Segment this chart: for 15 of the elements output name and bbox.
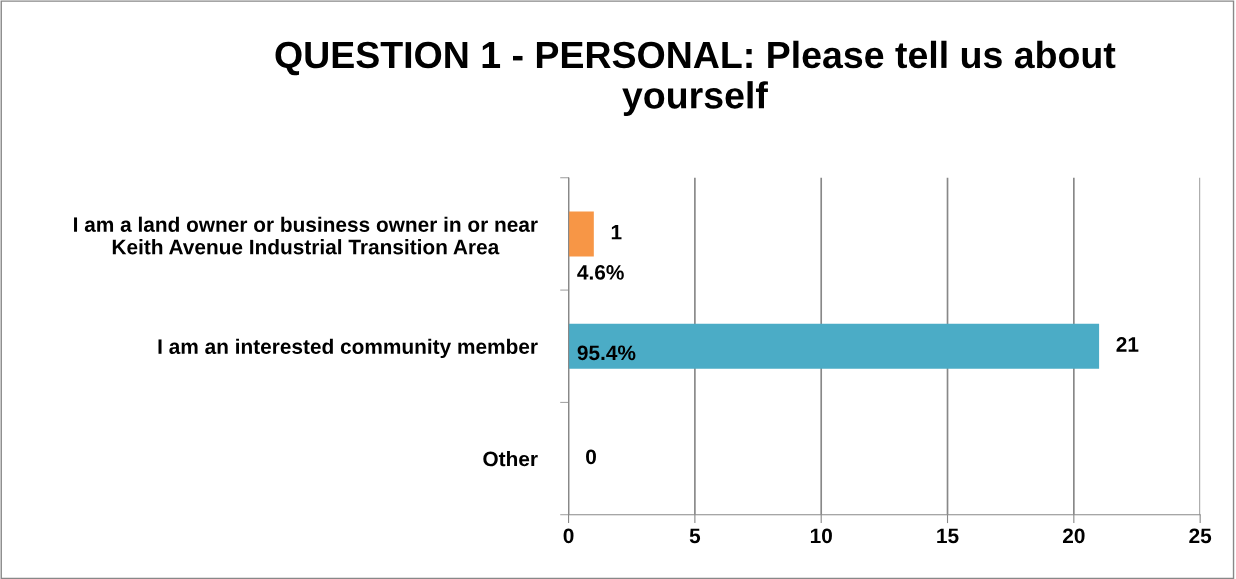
x-tick-label: 15 bbox=[937, 528, 959, 544]
x-tick-label: 25 bbox=[1189, 528, 1212, 544]
data-label: 1 bbox=[611, 224, 622, 240]
annotation: 4.6% bbox=[577, 265, 624, 280]
chart-title: QUESTION 1 - PERSONAL: Please tell us about yourself bbox=[275, 40, 1116, 117]
data-label: 21 bbox=[1116, 337, 1139, 352]
x-tick-label: 10 bbox=[810, 528, 832, 544]
x-tick-label: 5 bbox=[689, 528, 701, 544]
y-tick-label: I am an interested community member bbox=[158, 338, 538, 359]
y-tick-label: I am a land owner or business owner in or near Keith Avenue Industrial Transition Area bbox=[74, 216, 538, 255]
x-tick-label: 0 bbox=[563, 528, 574, 544]
data-label: 0 bbox=[586, 449, 596, 465]
x-tick-label: 20 bbox=[1062, 528, 1085, 544]
annotation: 95.4% bbox=[577, 345, 636, 361]
y-tick-label: Other bbox=[483, 451, 538, 467]
